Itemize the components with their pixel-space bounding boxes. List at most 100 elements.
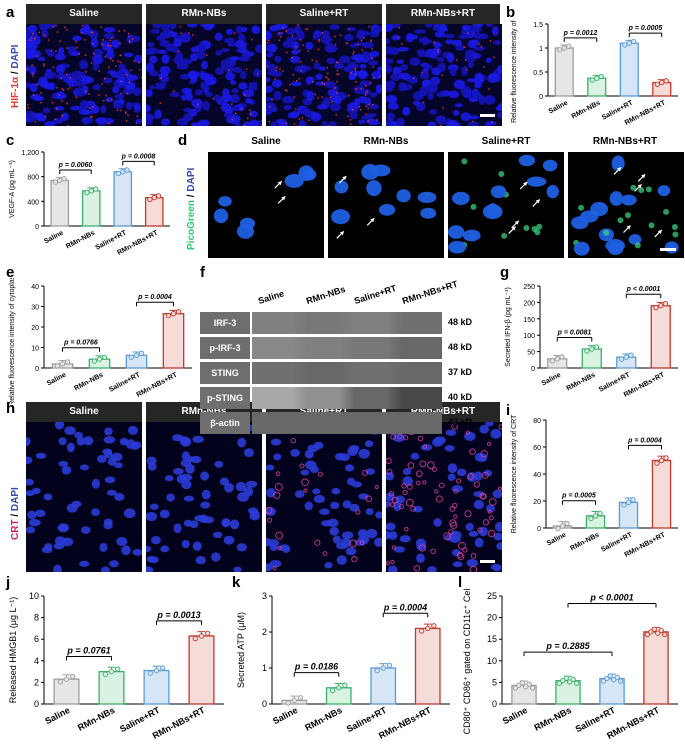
western-lane — [252, 387, 442, 409]
bar — [144, 196, 164, 227]
micro-d-tile-1 — [208, 152, 324, 258]
x-tick-label: Saline+RT — [108, 371, 142, 394]
data-point — [526, 681, 532, 687]
western-kd-label: 37 kD — [448, 367, 473, 377]
panel-label-d: d — [178, 132, 188, 149]
bar — [643, 631, 669, 705]
y-axis-label: Relative fluorescence intensity of CRT — [511, 414, 518, 533]
data-point — [54, 363, 61, 369]
data-point — [549, 358, 556, 364]
data-point — [555, 525, 561, 532]
data-point — [594, 75, 600, 81]
data-point — [626, 40, 632, 46]
y-tick-label: 800 — [27, 175, 39, 182]
p-value-label: p = 0.0012 — [563, 30, 598, 37]
data-point — [170, 311, 177, 317]
panel-label-e: e — [6, 264, 15, 281]
data-point — [563, 675, 569, 681]
micro-h-tile-4 — [386, 422, 502, 572]
panel-label-l: l — [458, 574, 463, 591]
chart-i: 0 20 40 60 80 Relative fluorescence intensity… — [511, 414, 678, 559]
p-value-label: p = 0.0081 — [557, 329, 592, 336]
data-point — [593, 344, 600, 350]
data-point — [661, 631, 668, 638]
data-point — [621, 502, 627, 508]
data-point — [374, 667, 380, 674]
data-point — [523, 684, 529, 690]
x-tick-label: RMn-NBs — [566, 372, 597, 393]
data-point — [96, 356, 103, 362]
y-tick-label: 0 — [35, 224, 39, 231]
y-tick-label: 0 — [492, 699, 497, 709]
y-tick-label: 20 — [487, 613, 497, 623]
y-tick-label: 60 — [533, 445, 541, 452]
data-point — [598, 73, 604, 80]
panel-label-j: j — [6, 574, 11, 591]
x-tick-label: RMn-NBs — [65, 230, 96, 251]
x-tick-label: Saline — [501, 705, 529, 726]
western-row-label: IRF-3 — [200, 312, 250, 334]
y-tick-label: 30 — [31, 305, 39, 312]
bar — [651, 459, 672, 529]
data-point — [557, 47, 563, 53]
data-point — [651, 626, 657, 632]
micro-a-tile-3 — [266, 24, 382, 126]
data-point — [623, 354, 629, 360]
data-point — [175, 309, 182, 315]
y-tick-label: 20 — [31, 325, 39, 332]
data-point — [662, 301, 669, 307]
x-tick-label: Saline — [548, 100, 570, 116]
data-point — [654, 460, 660, 466]
data-point — [600, 678, 607, 684]
y-tick-label: 2 — [262, 627, 267, 637]
panel-label-c: c — [6, 132, 15, 149]
y-tick-label: 250 — [523, 284, 535, 291]
y-tick-label: 1.5 — [533, 22, 543, 29]
data-point — [160, 665, 166, 671]
y-axis-label: Released HMGB1 (μg L⁻¹) — [8, 597, 18, 703]
panel-label-k: k — [232, 574, 241, 591]
micro-a-tile-2 — [146, 24, 262, 126]
data-point — [102, 671, 108, 677]
data-point — [285, 700, 291, 706]
data-point — [659, 79, 665, 86]
data-point — [91, 358, 98, 364]
western-kd-label: 48 kD — [448, 317, 473, 327]
data-point — [64, 359, 71, 365]
micro-d-title-1: Saline — [208, 132, 324, 152]
data-point — [556, 680, 563, 686]
p-value-label: p = 0.0004 — [137, 294, 172, 301]
data-point — [120, 169, 126, 175]
micro-a-tile-1 — [26, 24, 142, 126]
data-point — [115, 666, 121, 672]
y-tick-label: 40 — [533, 472, 541, 479]
x-tick-label: Saline — [541, 372, 563, 388]
data-point — [425, 625, 431, 632]
bar — [143, 669, 170, 705]
data-point — [570, 676, 576, 683]
y-axis-label: Relative fluorescence intensity of cytop… — [9, 278, 16, 404]
data-point — [84, 189, 90, 196]
data-point — [147, 196, 153, 203]
data-point — [589, 346, 595, 352]
data-point — [431, 623, 437, 629]
y-tick-label: 8 — [34, 613, 39, 623]
y-tick-label: 10 — [29, 591, 39, 601]
x-tick-label: Saline — [271, 705, 299, 726]
bar — [113, 171, 133, 227]
y-tick-label: 6 — [34, 634, 39, 644]
y-tick-label: 1 — [539, 46, 543, 53]
data-point — [663, 78, 669, 84]
data-point — [519, 680, 525, 686]
data-point — [559, 523, 566, 529]
y-tick-label: 15 — [487, 634, 497, 644]
data-point — [644, 631, 651, 638]
x-tick-label: RMn-NBs — [532, 705, 572, 733]
data-point — [653, 304, 659, 311]
data-point — [380, 665, 386, 671]
p-value-label: p = 0.0761 — [66, 645, 110, 655]
data-point — [192, 635, 198, 642]
p-value-label: p = 0.0005 — [561, 493, 596, 500]
data-point — [512, 685, 519, 691]
y-tick-label: 4 — [34, 656, 39, 666]
